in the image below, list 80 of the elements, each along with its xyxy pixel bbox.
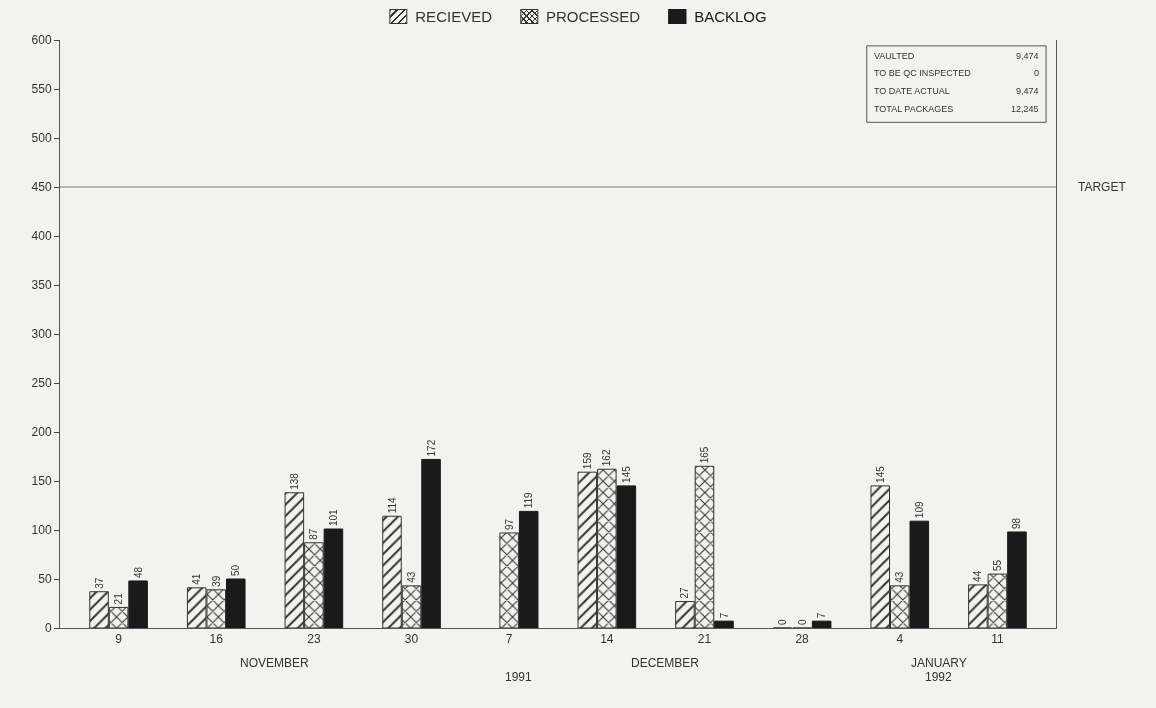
bar bbox=[1007, 531, 1027, 628]
bar bbox=[811, 620, 832, 628]
annotation: 0 bbox=[1034, 68, 1040, 78]
bar bbox=[323, 528, 344, 628]
data-label: 98 bbox=[1011, 517, 1023, 529]
annotation: 12,245 bbox=[1011, 104, 1039, 114]
bar bbox=[128, 580, 148, 628]
data-label: 87 bbox=[308, 528, 320, 540]
data-label: 43 bbox=[406, 571, 418, 583]
text: NOVEMBER bbox=[240, 656, 310, 670]
data-label: 41 bbox=[191, 573, 203, 585]
data-label: 114 bbox=[386, 496, 398, 514]
x-tick-label: 14 bbox=[600, 632, 614, 647]
x-tick-label: 9 bbox=[115, 632, 123, 647]
y-tick-label: 350 bbox=[31, 278, 52, 293]
data-label: 0 bbox=[777, 619, 789, 625]
bar bbox=[518, 510, 539, 628]
data-label: 145 bbox=[620, 465, 632, 483]
annotation: TO DATE ACTUAL bbox=[874, 86, 950, 96]
y-tick-label: 0 bbox=[44, 621, 52, 636]
y-tick-label: 150 bbox=[31, 474, 52, 489]
bar bbox=[909, 520, 930, 628]
data-label: 159 bbox=[581, 452, 593, 470]
legend-label: RECIEVED bbox=[415, 8, 492, 25]
data-label: 162 bbox=[601, 449, 613, 467]
y-tick-label: 50 bbox=[38, 572, 52, 587]
data-label: 7 bbox=[816, 612, 828, 619]
bar bbox=[499, 532, 519, 628]
annotation: TOTAL PACKAGES bbox=[874, 104, 954, 114]
text: JANUARY bbox=[911, 656, 967, 670]
y-tick-label: 400 bbox=[31, 229, 52, 244]
legend-label: BACKLOG bbox=[694, 8, 767, 25]
bar bbox=[616, 485, 637, 628]
data-label: 165 bbox=[698, 446, 710, 464]
data-label: 37 bbox=[93, 577, 105, 589]
annotation: TO BE QC INSPECTED bbox=[874, 68, 972, 78]
x-tick-label: 30 bbox=[404, 632, 419, 647]
bar bbox=[714, 620, 734, 628]
text: DECEMBER bbox=[631, 656, 700, 670]
bar bbox=[225, 578, 246, 628]
data-label: 145 bbox=[874, 465, 886, 483]
data-label: 43 bbox=[894, 571, 906, 583]
annotation: 9,474 bbox=[1016, 51, 1039, 61]
text: 1992 bbox=[925, 670, 953, 684]
x-tick-label: 28 bbox=[795, 632, 810, 647]
data-label: 172 bbox=[425, 439, 437, 457]
y-tick-label: 450 bbox=[31, 180, 52, 195]
data-label: 101 bbox=[327, 508, 339, 527]
ref-line-label: TARGET bbox=[1078, 180, 1127, 194]
y-tick-label: 200 bbox=[31, 425, 52, 440]
data-label: 21 bbox=[113, 592, 125, 605]
legend-label: PROCESSED bbox=[545, 8, 641, 25]
data-label: 55 bbox=[991, 559, 1003, 572]
data-label: 109 bbox=[913, 501, 925, 519]
data-label: 50 bbox=[230, 564, 242, 576]
y-tick-label: 300 bbox=[31, 327, 52, 342]
y-tick-label: 250 bbox=[31, 376, 52, 391]
x-tick-label: 16 bbox=[209, 632, 224, 647]
bar bbox=[421, 458, 441, 628]
data-label: 27 bbox=[679, 586, 691, 599]
x-tick-label: 21 bbox=[697, 632, 712, 647]
data-label: 7 bbox=[718, 612, 730, 619]
data-label: 0 bbox=[796, 619, 808, 625]
data-label: 39 bbox=[210, 575, 222, 587]
data-label: 44 bbox=[972, 570, 984, 582]
data-label: 138 bbox=[288, 472, 300, 490]
data-label: 119 bbox=[523, 492, 535, 509]
y-tick-label: 500 bbox=[31, 131, 52, 146]
y-tick-label: 550 bbox=[31, 82, 52, 97]
x-tick-label: 7 bbox=[505, 632, 513, 647]
x-tick-label: 23 bbox=[307, 632, 321, 647]
y-tick-label: 600 bbox=[31, 33, 52, 48]
data-label: 48 bbox=[132, 566, 144, 578]
x-tick-label: 4 bbox=[896, 632, 904, 647]
x-tick-label: 11 bbox=[991, 632, 1004, 647]
annotation: VAULTED bbox=[874, 51, 915, 61]
data-label: 97 bbox=[503, 518, 515, 530]
annotation: 9,474 bbox=[1016, 86, 1039, 96]
y-tick-label: 100 bbox=[31, 523, 52, 538]
text: 1991 bbox=[505, 670, 533, 684]
